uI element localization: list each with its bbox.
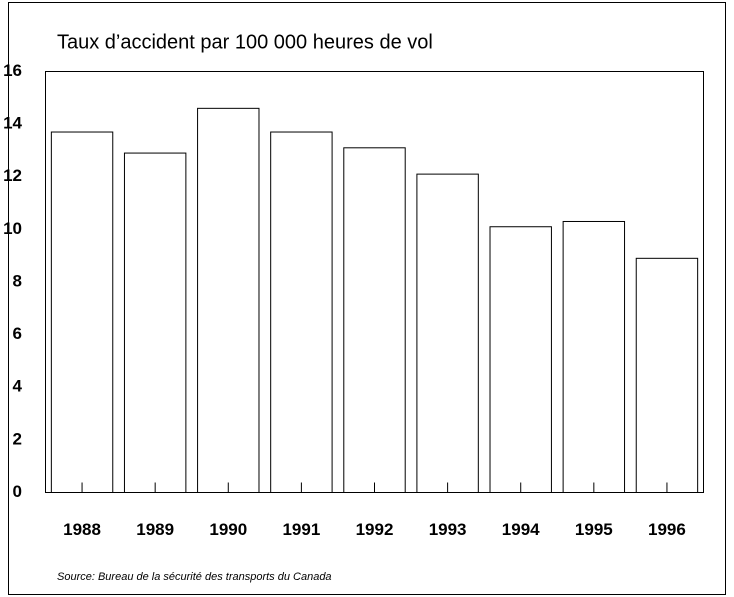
y-tick-label: 14 [3,114,22,133]
source-note: Source: Bureau de la sécurité des transp… [57,571,332,583]
bar [489,226,552,493]
chart-title: Taux d’accident par 100 000 heures de vo… [57,31,433,53]
y-tick-label: 8 [13,271,22,290]
bar [197,107,260,494]
bar [50,131,114,494]
x-tick-label: 1994 [502,520,540,539]
bar [343,147,406,493]
y-tick-label: 6 [13,324,22,343]
bar [416,173,479,493]
y-tick-label: 12 [3,166,22,185]
y-tick-label: 16 [3,61,22,80]
bar [562,220,626,493]
y-tick-label: 10 [3,219,22,238]
bar [270,131,333,494]
x-tick-label: 1988 [63,520,101,539]
y-tick-label: 0 [13,482,22,501]
x-tick-label: 1989 [136,520,174,539]
x-tick-label: 1993 [429,520,467,539]
y-tick-label: 2 [13,429,22,448]
x-tick-label: 1990 [209,520,247,539]
x-tick-label: 1995 [575,520,613,539]
y-tick-label: 4 [13,377,23,396]
x-tick-label: 1991 [282,520,320,539]
x-tick-label: 1996 [648,520,686,539]
bar [123,152,187,493]
x-tick-label: 1992 [356,520,394,539]
bar [635,257,699,493]
